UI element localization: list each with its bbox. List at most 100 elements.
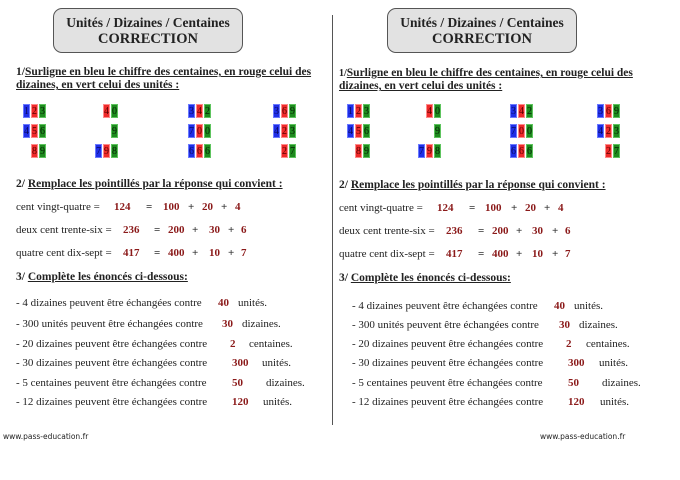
plus-sign: + <box>188 201 195 213</box>
answer-dizaines: 30 <box>209 224 220 236</box>
q2-prefix: 2/ <box>16 178 25 190</box>
number-369: 3 6 9 <box>597 104 621 118</box>
statement-row: - 5 centaines peuvent être échangées con… <box>352 377 662 391</box>
digit-dizaines: 0 <box>518 124 525 138</box>
number-words: quatre cent dix-sept = <box>339 248 435 260</box>
answer-number: 236 <box>123 224 140 236</box>
statement-stem: - 5 centaines peuvent être échangées con… <box>352 377 543 389</box>
q2-text: Remplace les pointillés par la réponse q… <box>27 178 283 190</box>
statement-stem: - 12 dizaines peuvent être échangées con… <box>16 396 208 408</box>
statement-row: - 4 dizaines peuvent être échangées cont… <box>352 300 662 314</box>
equals-sign: = <box>146 201 153 213</box>
equals-sign: = <box>469 202 476 214</box>
digit-centaines: 4 <box>347 124 354 138</box>
answer-unites: 7 <box>241 247 247 259</box>
statement-answer: 300 <box>568 357 585 369</box>
statement-stem: - 300 unités peuvent être échangées cont… <box>352 319 539 331</box>
number-666: 6 6 6 <box>510 144 534 158</box>
digit-unites: 9 <box>613 104 620 118</box>
answer-centaines: 100 <box>163 201 180 213</box>
statement-unit: centaines. <box>249 338 293 350</box>
statement-stem: - 5 centaines peuvent être échangées con… <box>16 377 207 389</box>
q3-text: Complète les énoncés ci-dessous: <box>350 272 511 284</box>
number-666: 6 6 6 <box>188 144 212 158</box>
number-40: 4 0 <box>426 104 442 118</box>
digit-unites: 6 <box>204 144 211 158</box>
q1-line1: Surligne en bleu le chiffre des centaine… <box>346 67 633 79</box>
equals-sign: = <box>478 225 485 237</box>
digit-dizaines: 9 <box>103 144 110 158</box>
number-27: 2 7 <box>605 144 621 158</box>
number-89: 8 9 <box>355 144 371 158</box>
question-2-title: 2/ Remplace les pointillés par la répons… <box>339 179 606 192</box>
q1-line2: dizaines, en vert celui des unités : <box>16 79 180 91</box>
page-divider <box>332 15 333 425</box>
worksheet-copy-left: Unités / Dizaines / Centaines CORRECTION… <box>0 0 333 480</box>
digit-dizaines: 2 <box>281 144 288 158</box>
statement-stem: - 20 dizaines peuvent être échangées con… <box>352 338 544 350</box>
number-700: 7 0 0 <box>188 124 212 138</box>
statement-row: - 30 dizaines peuvent être échangées con… <box>16 357 316 371</box>
digit-dizaines: 6 <box>281 104 288 118</box>
statement-row: - 4 dizaines peuvent être échangées cont… <box>16 297 316 311</box>
answer-dizaines: 10 <box>209 247 220 259</box>
plus-sign: + <box>192 247 199 259</box>
answer-unites: 7 <box>565 248 571 260</box>
number-40: 4 0 <box>103 104 119 118</box>
digit-dizaines: 6 <box>605 104 612 118</box>
question-2-title: 2/ Remplace les pointillés par la répons… <box>16 178 283 191</box>
statement-unit: unités. <box>262 357 292 369</box>
statement-row: - 300 unités peuvent être échangées cont… <box>16 318 316 332</box>
statement-unit: unités. <box>574 300 604 312</box>
digit-dizaines: 2 <box>281 124 288 138</box>
digit-centaines: 1 <box>23 104 30 118</box>
statement-unit: dizaines. <box>579 319 618 331</box>
answer-centaines: 400 <box>492 248 509 260</box>
answer-unites: 6 <box>565 225 571 237</box>
digit-unites: 6 <box>526 144 533 158</box>
digit-centaines: 4 <box>273 124 280 138</box>
digit-centaines: 7 <box>188 124 195 138</box>
statement-unit: dizaines. <box>266 377 305 389</box>
digit-dizaines: 2 <box>31 104 38 118</box>
statement-stem: - 30 dizaines peuvent être échangées con… <box>352 357 544 369</box>
q1-line1: Surligne en bleu le chiffre des centaine… <box>24 66 312 78</box>
equals-sign: = <box>154 224 161 236</box>
digit-centaines: 6 <box>188 144 195 158</box>
number-words: cent vingt-quatre = <box>16 201 100 213</box>
number-456: 4 5 6 <box>347 124 371 138</box>
number-words: quatre cent dix-sept = <box>16 247 112 259</box>
plus-sign: + <box>552 225 559 237</box>
answer-dizaines: 30 <box>532 225 543 237</box>
digit-unites: 6 <box>363 124 370 138</box>
statement-stem: - 12 dizaines peuvent être échangées con… <box>352 396 544 408</box>
digit-centaines: 1 <box>347 104 354 118</box>
question-3-title: 3/ Complète les énoncés ci-dessous: <box>16 271 188 284</box>
statement-row: - 30 dizaines peuvent être échangées con… <box>352 357 662 371</box>
plus-sign: + <box>516 225 523 237</box>
plus-sign: + <box>544 202 551 214</box>
digit-unites: 8 <box>434 144 441 158</box>
digit-unites: 3 <box>39 104 46 118</box>
number-700: 7 0 0 <box>510 124 534 138</box>
statement-answer: 40 <box>554 300 565 312</box>
statement-row: - 12 dizaines peuvent être échangées con… <box>352 396 662 410</box>
statement-answer: 30 <box>559 319 570 331</box>
plus-sign: + <box>228 247 235 259</box>
answer-number: 236 <box>446 225 463 237</box>
plus-sign: + <box>228 224 235 236</box>
digit-dizaines: 2 <box>355 104 362 118</box>
number-123: 1 2 3 <box>347 104 371 118</box>
digit-dizaines: 6 <box>196 144 203 158</box>
title-line1: Unités / Dizaines / Centaines <box>400 15 564 30</box>
digit-dizaines: 4 <box>426 104 433 118</box>
equation-row: quatre cent dix-sept = 417 = 400 + 10 + … <box>339 248 639 262</box>
question-1-title: 1/Surligne en bleu le chiffre des centai… <box>16 66 316 92</box>
question-1-title: 1/Surligne en bleu le chiffre des centai… <box>339 67 639 93</box>
equals-sign: = <box>478 248 485 260</box>
statement-row: - 20 dizaines peuvent être échangées con… <box>16 338 316 352</box>
digit-unites: 9 <box>434 124 441 138</box>
statement-stem: - 20 dizaines peuvent être échangées con… <box>16 338 208 350</box>
statement-unit: unités. <box>599 357 629 369</box>
worksheet-copy-right: Unités / Dizaines / Centaines CORRECTION… <box>335 0 680 480</box>
